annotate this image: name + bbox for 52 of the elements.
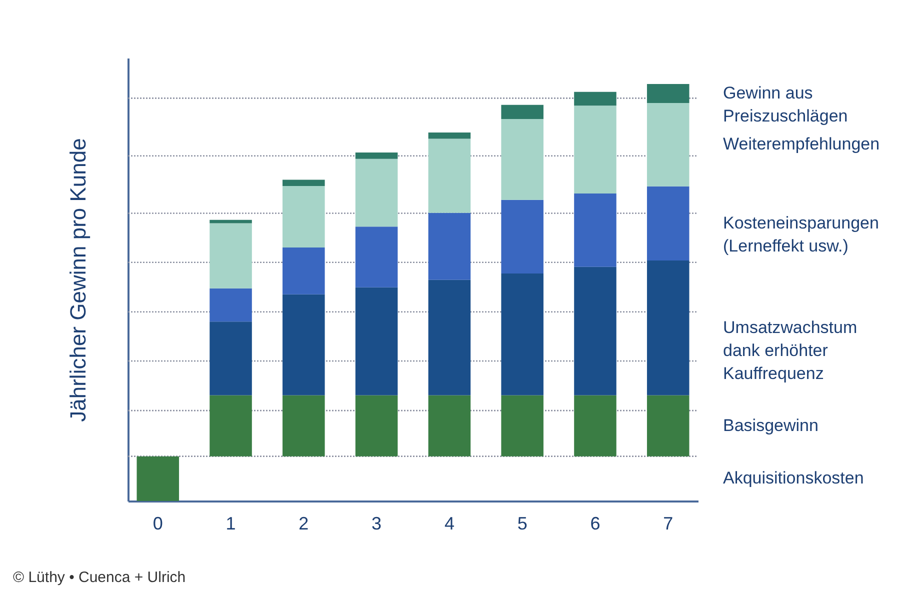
bar: [210, 223, 252, 288]
x-tick-label: 1: [226, 514, 236, 534]
bar: [501, 274, 544, 396]
bar: [646, 84, 690, 104]
x-tick-label: 7: [663, 514, 674, 534]
bar: [210, 322, 252, 396]
bar: [355, 158, 398, 227]
bar: [355, 395, 398, 456]
bar: [574, 92, 616, 106]
bar: [501, 200, 544, 274]
bar: [501, 395, 544, 456]
bar: [428, 132, 471, 139]
x-tick-label: 6: [590, 514, 600, 534]
bar: [428, 280, 471, 396]
bar: [355, 152, 398, 159]
bar: [282, 180, 325, 186]
series-label: Weiterempfehlungen: [723, 134, 880, 154]
series-label: Gewinn aus Preiszuschlägen: [723, 84, 848, 126]
bar: [282, 294, 325, 396]
bar: [574, 194, 616, 267]
bar: [210, 220, 252, 224]
x-tick-label: 0: [152, 514, 163, 534]
series-label: Basisgewinn: [723, 416, 818, 435]
bar: [210, 395, 252, 456]
bar: [355, 226, 398, 288]
bar: [136, 456, 180, 501]
bar: [501, 119, 544, 200]
bar: [646, 395, 690, 456]
x-tick-label: 3: [372, 514, 382, 534]
bar: [282, 395, 325, 456]
bar: [210, 288, 252, 322]
text: Akquisitionskosten: [723, 468, 864, 488]
series-label: Kosteneinsparungen (Lerneffekt usw.): [723, 213, 879, 256]
bar: [646, 186, 690, 261]
bar: [428, 395, 471, 456]
bar: [574, 395, 616, 456]
bar: [574, 106, 616, 194]
text: © Lüthy • Cuenca + Ulrich: [13, 569, 186, 586]
bar: [428, 212, 471, 280]
bar: [574, 266, 616, 396]
x-tick-label: 4: [444, 514, 454, 534]
bar: [282, 186, 325, 248]
bar: [646, 103, 690, 186]
y-axis-title: Jährlicher Gewinn pro Kunde: [66, 138, 90, 422]
x-tick-label: 2: [298, 514, 309, 534]
series-label: Umsatzwachstum dank erhöhter Kauffrequenz: [723, 318, 858, 383]
bar: [501, 104, 544, 120]
bar: [282, 247, 325, 294]
bar: [646, 260, 690, 396]
x-tick-label: 5: [517, 514, 528, 534]
bar: [355, 287, 398, 396]
bar: [428, 138, 471, 213]
